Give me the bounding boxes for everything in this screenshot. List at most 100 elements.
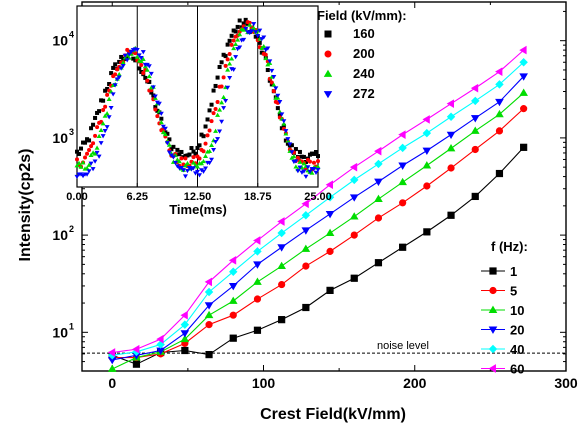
x-tick-label: 200 [403,375,427,391]
noise-level-annotation: noise level [377,340,429,352]
data-point [447,211,455,219]
data-point [325,180,333,190]
inset-data-point [233,41,239,47]
inset-data-point [108,105,114,111]
inset-data-point [176,159,182,164]
data-point [301,244,311,252]
inset-data-point [295,155,300,160]
data-point [302,303,310,312]
inset-data-point [253,30,259,35]
data-point [107,348,116,357]
inset-data-point [91,122,96,127]
data-point [253,277,262,285]
inset-data-point [235,37,241,42]
data-point [181,346,189,355]
inset-data-point [94,145,100,150]
inset-data-point [227,61,233,66]
inset-data-point [83,155,88,160]
inset-data-point [315,159,320,164]
data-point [180,310,188,320]
inset-data-point [87,148,92,153]
inset-data-point [138,56,144,61]
data-point [519,45,527,55]
data-point [422,115,430,124]
inset-data-point [305,165,311,170]
inset-data-point [152,94,158,99]
data-point [495,98,504,107]
data-point [301,211,311,220]
inset-data-point [84,172,90,177]
y-tick-label: 10 [52,227,68,243]
inset-data-point [126,52,132,57]
inset-data-point [255,33,261,39]
data-point [325,193,335,202]
data-point [277,228,286,238]
data-point [471,96,480,106]
data-point [180,320,190,329]
inset-data-point [106,96,112,101]
inset-data-point [243,17,248,22]
inset-legend-title: Field (kV/mm): [317,8,407,23]
data-point [520,143,528,151]
inset-data-point [102,129,108,134]
inset-data-point [103,104,108,109]
inset-data-point [193,151,198,156]
legend-label: 5 [510,284,517,299]
data-point [132,344,140,354]
inset-data-point [172,160,178,166]
data-point [253,247,262,256]
inset-data-point [146,64,152,69]
data-point [470,83,479,93]
inset-data-point [170,155,176,160]
inset-data-point [156,101,162,107]
inset-data-point [195,145,200,150]
inset-data-point [120,63,126,69]
data-point [495,80,504,89]
inset-data-point [231,67,237,72]
inset-data-point [150,85,156,90]
inset-data-point [195,164,200,169]
inset-data-point [225,67,231,72]
inset-data-point [118,66,124,71]
y-tick-label: 10 [52,33,68,49]
inset-legend-marker [324,50,332,58]
inset-data-point [215,137,221,142]
data-point [325,228,335,236]
data-point [471,145,479,154]
inset-data-point [281,119,287,124]
inset-data-point [92,151,98,156]
inset-data-point [191,160,196,165]
data-point [422,161,432,169]
inset-data-point [179,149,184,154]
data-point [228,296,238,304]
inset-data-point [227,38,232,43]
inset-data-point [235,24,240,29]
inset-data-point [293,147,298,152]
data-point [349,162,358,172]
inset-data-point [191,155,196,160]
inset-data-point [78,164,84,169]
inset-data-point [257,40,262,45]
data-point [253,295,262,303]
inset-data-point [138,58,144,63]
inset-data-point [146,73,152,79]
legend-label: 10 [510,303,524,318]
inset-data-point [104,125,110,130]
data-point [398,162,407,170]
inset-data-point [237,31,243,37]
inset-data-point [269,68,275,74]
x-tick-label: 100 [252,375,276,391]
data-point [446,143,456,152]
inset-data-point [301,169,307,174]
inset-legend-marker [324,30,332,38]
inset-data-point [271,74,277,80]
inset-data-point [211,111,216,116]
inset-data-point [195,169,200,175]
data-point [229,334,237,342]
inset-x-tick-label: 6.25 [127,191,148,203]
inset-data-point [162,131,168,137]
inset-data-point [313,170,319,175]
data-point [350,175,359,185]
inset-x-tick-label: 0.00 [66,191,87,203]
data-point [277,244,286,252]
